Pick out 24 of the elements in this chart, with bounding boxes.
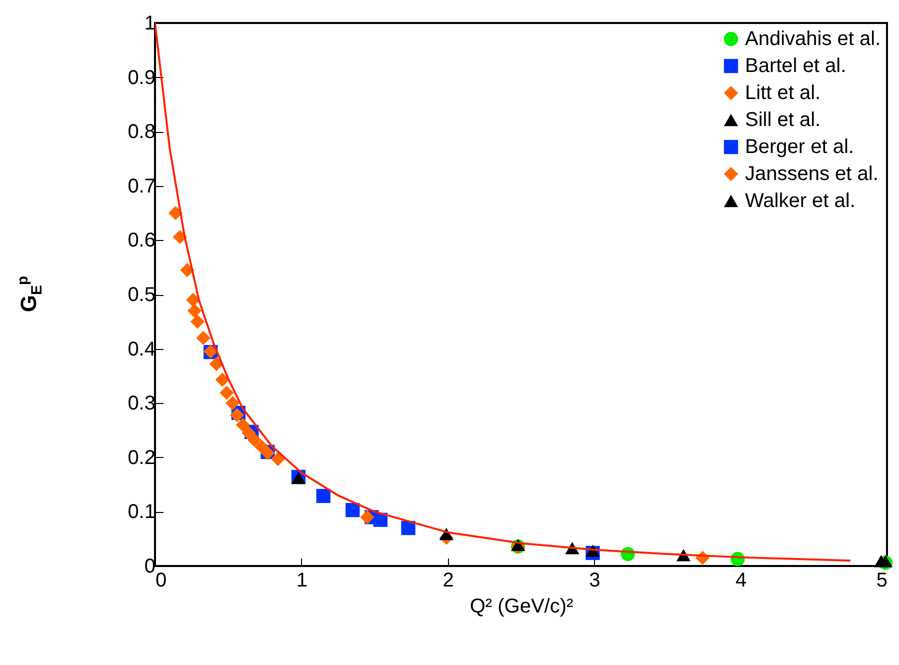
legend-label: Litt et al. — [745, 82, 821, 104]
y-tick-label: 0.3 — [128, 392, 156, 415]
x-axis-title: Q² (GeV/c)² — [470, 596, 574, 618]
y-tick-label: 0 — [144, 556, 156, 578]
legend-label: Berger et al. — [745, 136, 854, 158]
x-tick-label: 1 — [296, 570, 308, 592]
x-tick-label: 5 — [876, 570, 888, 592]
legend-label: Walker et al. — [745, 190, 856, 212]
y-tick-label: 0.1 — [128, 501, 156, 524]
legend-label: Bartel et al. — [745, 55, 846, 77]
y-tick-label: 0.6 — [128, 230, 156, 252]
y-tick-label: 0.4 — [128, 338, 156, 360]
x-tick-label: 4 — [736, 570, 747, 592]
y-tick-label: 0.2 — [128, 446, 156, 469]
x-tick-label: 3 — [589, 570, 600, 592]
y-tick-label: 0.8 — [128, 121, 156, 144]
y-tick-label: 1 — [144, 12, 156, 34]
y-tick-label: 0.7 — [128, 175, 156, 198]
legend-label: Sill et al. — [745, 109, 821, 131]
y-tick-label: 0.5 — [128, 284, 156, 306]
y-tick-label: 0.9 — [128, 66, 156, 89]
legend-label: Janssens et al. — [745, 163, 878, 185]
legend-label: Andivahis et al. — [745, 28, 881, 50]
x-tick-label: 2 — [442, 570, 454, 592]
